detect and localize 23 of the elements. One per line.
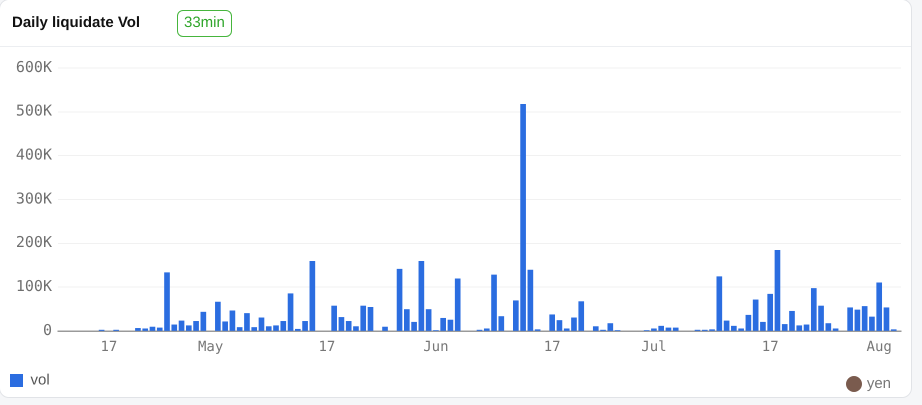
text: yen xyxy=(866,375,891,393)
legend-label: vol xyxy=(30,372,50,389)
y-tick-label: 600K xyxy=(16,58,52,76)
y-tick-label: 300K xyxy=(16,189,52,208)
y-tick-label: 100K xyxy=(16,277,52,296)
x-tick-label: May xyxy=(198,339,224,356)
chart-subtitle: 33min xyxy=(177,10,232,37)
x-tick-label: 17 xyxy=(318,339,336,356)
x-tick-label: 17 xyxy=(544,339,561,356)
y-tick-label: 0 xyxy=(42,320,52,339)
x-tick-label: Aug xyxy=(866,339,892,356)
y-tick-label: 500K xyxy=(16,102,52,120)
chart-title: Daily liquidate Vol xyxy=(12,13,140,33)
x-tick-label: 17 xyxy=(100,339,118,356)
y-tick-label: 200K xyxy=(16,233,52,252)
bar xyxy=(513,300,519,331)
y-tick-label: 400K xyxy=(16,146,52,164)
bar xyxy=(382,326,388,331)
bar xyxy=(215,302,221,331)
x-tick-label: Jun xyxy=(423,339,449,356)
x-tick-label: 17 xyxy=(762,339,779,356)
x-tick-label: Jul xyxy=(641,339,667,356)
bar xyxy=(832,328,838,331)
